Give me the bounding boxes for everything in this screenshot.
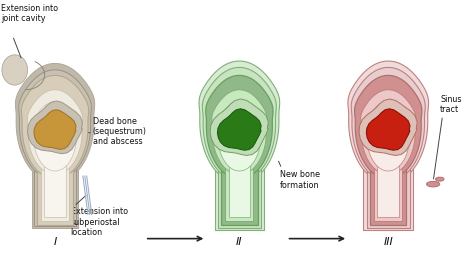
Polygon shape <box>218 109 261 150</box>
Polygon shape <box>37 155 73 225</box>
Text: II: II <box>236 237 243 247</box>
Polygon shape <box>351 67 425 181</box>
Polygon shape <box>27 90 82 175</box>
Polygon shape <box>21 75 89 179</box>
Text: Extension into
subperiostal
location: Extension into subperiostal location <box>71 207 128 237</box>
Ellipse shape <box>2 55 27 85</box>
Polygon shape <box>374 155 402 221</box>
Polygon shape <box>348 61 428 183</box>
Polygon shape <box>202 67 276 181</box>
Polygon shape <box>32 155 78 228</box>
Polygon shape <box>370 155 406 225</box>
Polygon shape <box>16 63 95 182</box>
Ellipse shape <box>436 177 444 181</box>
Text: Sinus
tract: Sinus tract <box>440 95 462 114</box>
Text: New bone
formation: New bone formation <box>280 170 319 190</box>
Text: Extension into
joint cavity: Extension into joint cavity <box>0 4 58 23</box>
Polygon shape <box>33 102 77 171</box>
Polygon shape <box>364 155 413 230</box>
Polygon shape <box>215 155 264 230</box>
Text: III: III <box>383 237 393 247</box>
Polygon shape <box>34 110 76 149</box>
Polygon shape <box>221 155 257 225</box>
Polygon shape <box>355 75 422 179</box>
Polygon shape <box>206 75 273 179</box>
Polygon shape <box>35 155 76 226</box>
Polygon shape <box>41 155 69 221</box>
Polygon shape <box>225 155 254 221</box>
Ellipse shape <box>427 181 440 187</box>
Polygon shape <box>44 155 66 216</box>
Text: Dead bone
(sequestrum)
and abscess: Dead bone (sequestrum) and abscess <box>93 117 147 146</box>
Polygon shape <box>377 155 399 216</box>
Polygon shape <box>19 70 91 181</box>
Text: I: I <box>54 237 57 247</box>
Polygon shape <box>199 61 280 183</box>
Polygon shape <box>228 155 250 216</box>
Polygon shape <box>218 155 261 228</box>
Polygon shape <box>218 102 261 171</box>
Polygon shape <box>367 155 410 228</box>
Polygon shape <box>366 109 410 150</box>
Polygon shape <box>361 90 416 175</box>
Polygon shape <box>212 90 267 175</box>
Polygon shape <box>366 102 410 171</box>
Polygon shape <box>210 99 268 156</box>
Polygon shape <box>359 99 417 156</box>
Polygon shape <box>27 101 82 154</box>
